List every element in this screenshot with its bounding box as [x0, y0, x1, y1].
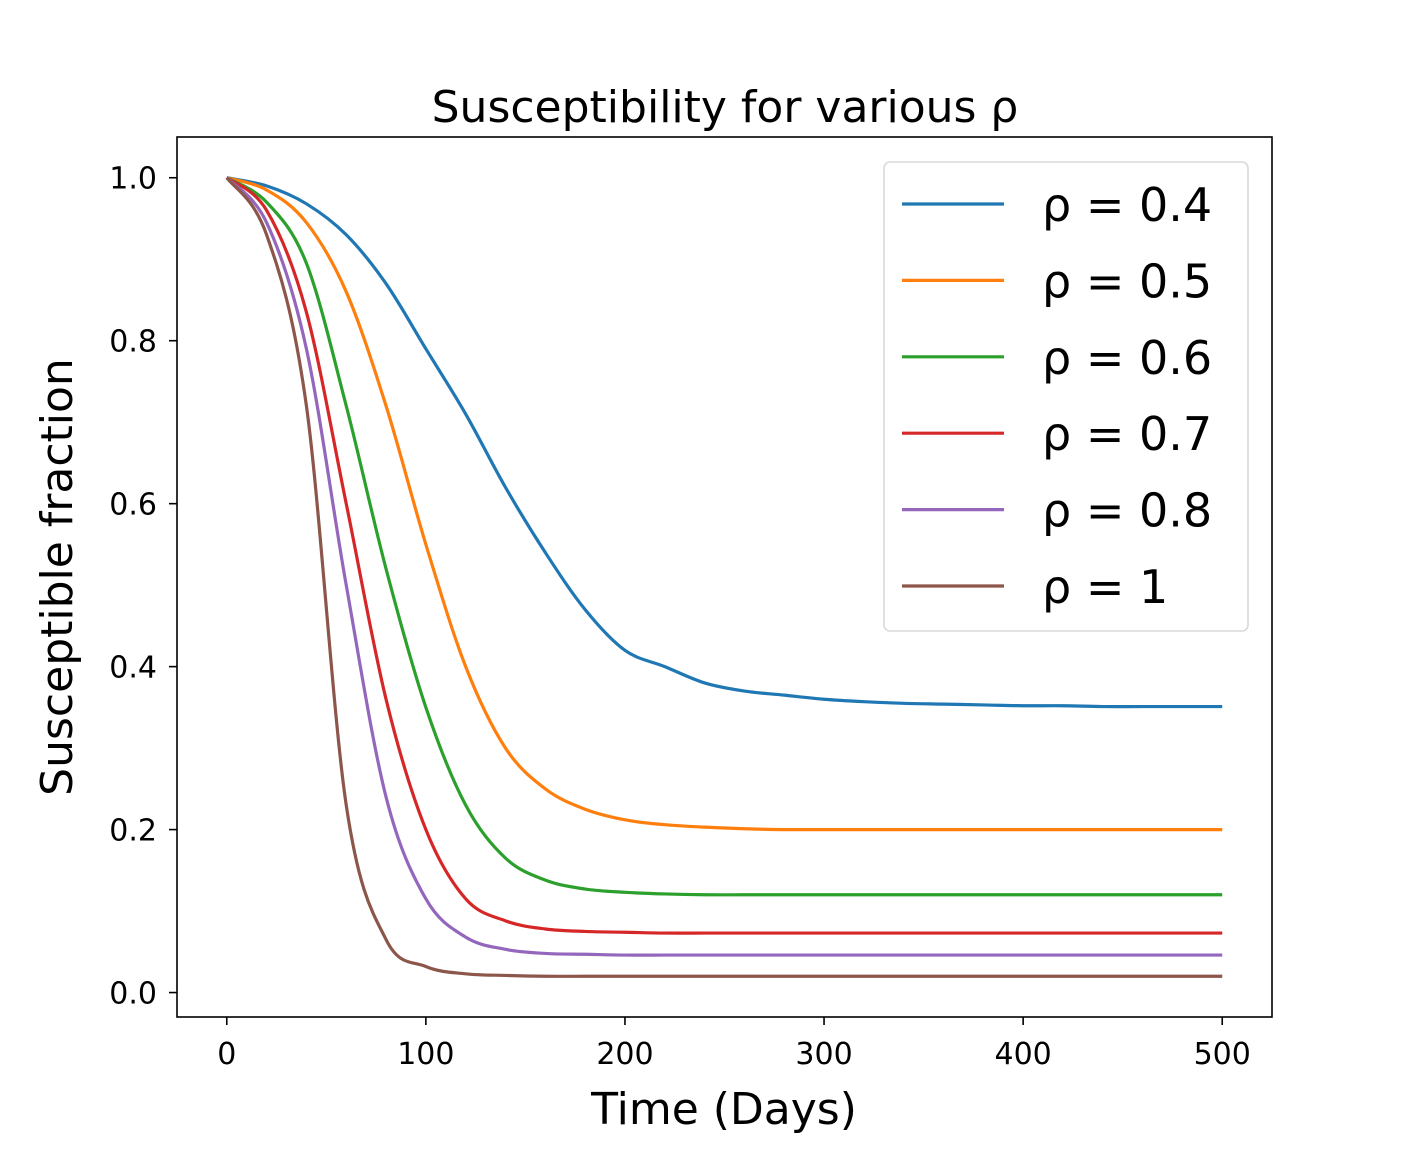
y-tick-label: 1.0 — [109, 162, 157, 197]
legend-label: ρ = 0.8 — [1042, 484, 1212, 538]
legend-label: ρ = 0.5 — [1042, 254, 1212, 308]
axis-ticks: 0 100 200 300 400 500 0.0 0.2 0.4 0.6 0.8 1.0 — [109, 162, 1251, 1072]
series-line-4 — [225, 176, 1223, 935]
series-line-2 — [226, 176, 1223, 832]
legend-label: ρ = 0.6 — [1042, 331, 1212, 385]
x-axis-title: Time (Days) — [590, 1084, 857, 1135]
x-tick-label: 200 — [596, 1037, 653, 1072]
x-tick-label: 0 — [217, 1037, 236, 1072]
y-tick-label: 0.4 — [109, 651, 157, 686]
plot-area — [225, 176, 1223, 978]
y-axis-title: Susceptible fraction — [32, 358, 83, 796]
x-tick-label: 100 — [397, 1037, 454, 1072]
legend-label: ρ = 1 — [1042, 560, 1168, 614]
legend: ρ = 0.4 ρ = 0.5 ρ = 0.6 ρ = 0.7 ρ = 0.8 ρ = 1 — [883, 161, 1249, 632]
y-tick-label: 0.6 — [109, 488, 157, 523]
series-line-6 — [225, 176, 1223, 978]
series-line-5 — [225, 176, 1223, 957]
legend-label: ρ = 0.7 — [1042, 407, 1212, 461]
x-tick-label: 300 — [795, 1037, 852, 1072]
plot-frame — [176, 136, 1273, 1018]
x-tick-label: 500 — [1194, 1037, 1251, 1072]
chart-title: Susceptibility for various ρ — [432, 82, 1019, 133]
series-line-1 — [226, 176, 1223, 709]
legend-label: ρ = 0.4 — [1042, 178, 1212, 232]
y-tick-label: 0.2 — [109, 814, 157, 849]
x-tick-label: 400 — [995, 1037, 1052, 1072]
y-tick-label: 0.8 — [109, 325, 157, 360]
y-tick-label: 0.0 — [109, 977, 157, 1012]
series-line-3 — [225, 176, 1223, 897]
